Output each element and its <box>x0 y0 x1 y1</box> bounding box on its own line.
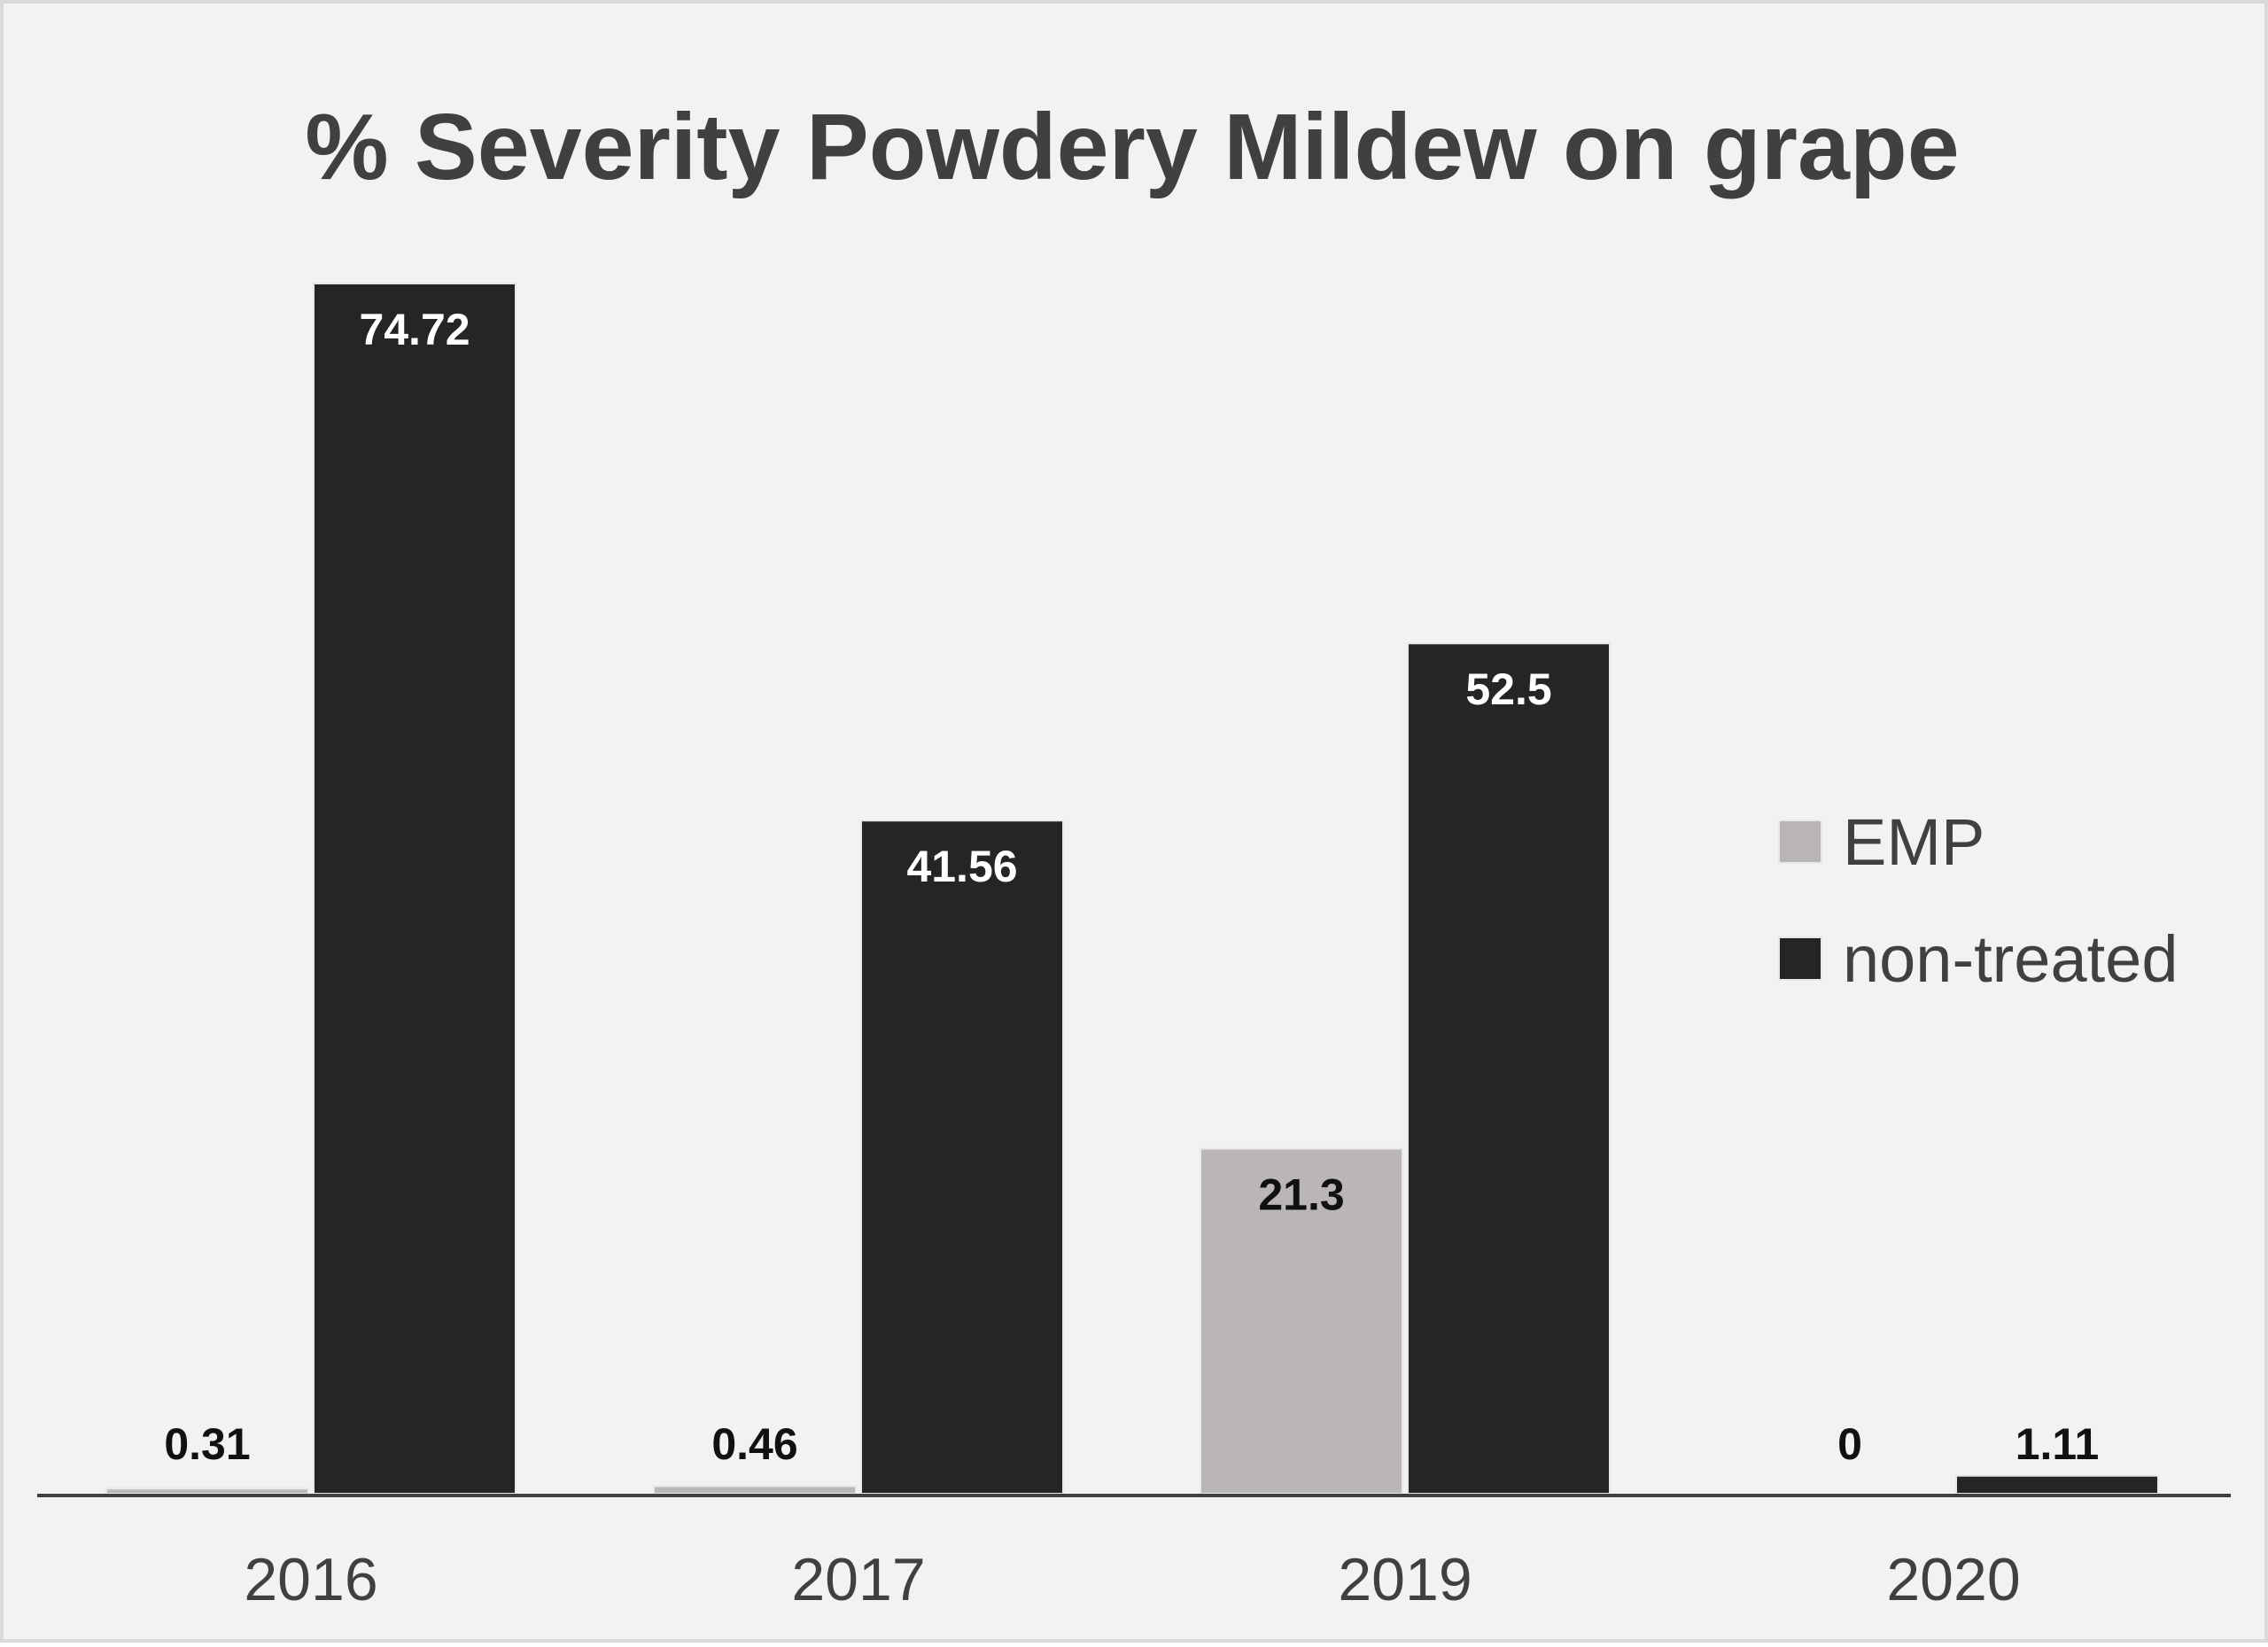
data-label-emp-2017: 0.46 <box>711 1419 797 1469</box>
bar-emp-2019 <box>1200 1147 1403 1496</box>
bar-emp-2017 <box>653 1485 857 1495</box>
x-tick-labels: 2016 2017 2019 2020 <box>244 1546 2020 1613</box>
data-label-emp-2019: 21.3 <box>1258 1170 1344 1220</box>
bar-emp-2016 <box>105 1488 309 1496</box>
data-label-emp-2016: 0.31 <box>164 1419 250 1469</box>
chart-title: % Severity Powdery Mildew on grape <box>305 95 1959 199</box>
x-tick-label-2016: 2016 <box>244 1546 377 1613</box>
data-label-emp-2020: 0 <box>1837 1419 1862 1469</box>
bars-layer: 0.31 74.72 0.46 41.56 21.3 52.5 0 1.11 <box>105 283 2159 1496</box>
data-label-non-treated-2019: 52.5 <box>1465 664 1551 714</box>
data-label-non-treated-2020: 1.11 <box>2016 1419 2100 1469</box>
x-tick-label-2019: 2019 <box>1338 1546 1472 1613</box>
x-tick-label-2020: 2020 <box>1886 1546 2020 1613</box>
bar-non-treated-2019 <box>1407 642 1611 1495</box>
legend-label-emp: EMP <box>1843 805 1984 879</box>
legend: EMP non-treated <box>1778 805 2179 996</box>
bar-non-treated-2020 <box>1955 1474 2159 1495</box>
legend-swatch-emp <box>1778 820 1822 864</box>
bar-non-treated-2016 <box>313 283 517 1495</box>
legend-swatch-non-treated <box>1778 936 1822 981</box>
data-label-non-treated-2017: 41.56 <box>906 842 1017 891</box>
data-label-non-treated-2016: 74.72 <box>359 305 470 354</box>
x-tick-label-2017: 2017 <box>791 1546 925 1613</box>
bar-non-treated-2017 <box>860 820 1064 1495</box>
legend-label-non-treated: non-treated <box>1843 922 2179 996</box>
